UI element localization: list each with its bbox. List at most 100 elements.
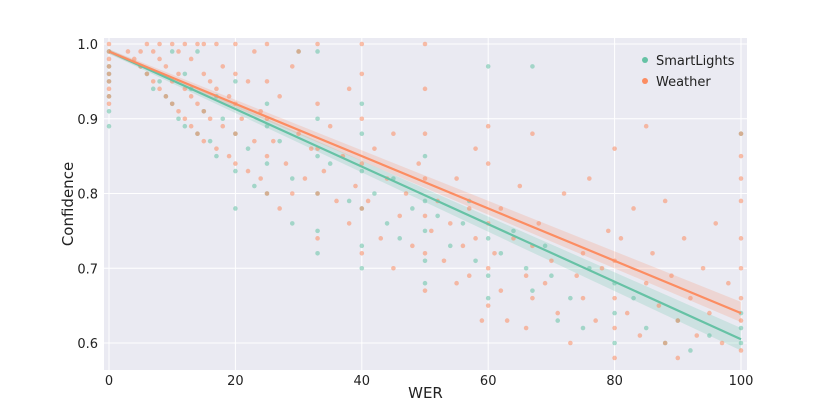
point-weather — [485, 303, 491, 308]
point-weather — [214, 41, 219, 47]
point-smartlights — [530, 288, 535, 293]
point-weather — [207, 79, 213, 84]
point-weather — [549, 258, 554, 264]
point-smartlights — [485, 64, 491, 69]
point-weather — [580, 295, 586, 301]
point-weather — [454, 176, 459, 181]
point-weather — [289, 191, 295, 196]
point-weather — [182, 116, 188, 122]
point-weather — [372, 146, 377, 151]
point-weather — [675, 355, 681, 361]
point-weather — [296, 49, 301, 54]
point-smartlights — [264, 161, 270, 166]
point-weather — [422, 41, 428, 47]
point-weather — [233, 131, 238, 136]
point-weather — [201, 108, 207, 114]
point-smartlights — [485, 295, 491, 301]
point-weather — [157, 86, 162, 92]
point-weather — [321, 168, 327, 174]
point-weather — [106, 79, 112, 84]
point-smartlights — [176, 116, 181, 122]
point-weather — [365, 198, 371, 204]
point-weather — [391, 265, 396, 271]
point-smartlights — [612, 340, 617, 346]
point-smartlights — [214, 153, 219, 159]
point-weather — [669, 273, 674, 279]
point-weather — [201, 138, 207, 144]
point-weather — [681, 236, 687, 241]
point-smartlights — [447, 243, 453, 249]
point-smartlights — [195, 49, 200, 54]
point-weather — [106, 86, 112, 92]
point-weather — [302, 176, 308, 181]
point-smartlights — [182, 123, 188, 129]
point-smartlights — [422, 258, 428, 264]
point-smartlights — [233, 168, 238, 174]
point-weather — [568, 340, 573, 346]
point-weather — [555, 310, 561, 316]
point-weather — [530, 131, 535, 136]
point-smartlights — [530, 64, 535, 69]
point-smartlights — [523, 265, 529, 271]
point-weather — [530, 295, 535, 301]
point-weather — [233, 71, 238, 77]
x-tick-label: 0 — [105, 374, 113, 389]
point-smartlights — [315, 251, 320, 256]
point-weather — [169, 101, 175, 107]
point-smartlights — [485, 236, 491, 241]
point-smartlights — [106, 123, 112, 129]
point-weather — [264, 153, 270, 159]
legend: SmartLights Weather — [642, 54, 735, 90]
point-weather — [738, 176, 744, 181]
point-weather — [207, 116, 213, 122]
x-tick-label: 100 — [729, 374, 754, 389]
point-weather — [466, 206, 472, 211]
x-tick-labels: 0 20 40 60 80 100 — [105, 374, 754, 389]
point-smartlights — [169, 49, 175, 54]
point-weather — [675, 318, 681, 323]
point-weather — [587, 176, 592, 181]
y-tick-label: 0.7 — [77, 262, 98, 277]
point-weather — [258, 176, 263, 181]
point-weather — [605, 228, 611, 234]
point-weather — [618, 236, 624, 241]
point-weather — [359, 206, 365, 211]
point-weather — [220, 64, 226, 69]
point-smartlights — [422, 198, 428, 204]
point-weather — [378, 236, 384, 241]
point-weather — [738, 295, 744, 301]
y-tick-label: 0.9 — [77, 113, 98, 128]
point-weather — [656, 303, 662, 308]
point-weather — [707, 310, 712, 316]
x-tick-label: 80 — [606, 374, 623, 389]
point-weather — [188, 123, 194, 129]
point-weather — [277, 94, 282, 99]
point-smartlights — [555, 318, 561, 323]
point-smartlights — [498, 251, 504, 256]
x-tick-label: 60 — [480, 374, 497, 389]
point-weather — [662, 198, 668, 204]
point-weather — [182, 41, 188, 47]
point-smartlights — [511, 228, 516, 234]
point-weather — [245, 168, 251, 174]
point-smartlights — [568, 295, 573, 301]
point-weather — [454, 280, 459, 286]
point-weather — [359, 41, 365, 47]
legend-label-weather: Weather — [656, 75, 711, 90]
point-weather — [466, 273, 472, 279]
point-smartlights — [233, 79, 238, 84]
point-weather — [163, 64, 169, 69]
point-smartlights — [315, 228, 320, 234]
point-weather — [422, 131, 428, 136]
point-smartlights — [549, 273, 554, 279]
y-tick-label: 0.8 — [77, 188, 98, 203]
point-weather — [315, 236, 320, 241]
point-weather — [517, 183, 523, 189]
point-weather — [612, 295, 617, 301]
point-smartlights — [252, 183, 257, 189]
legend-marker-smartlights — [642, 57, 648, 63]
point-weather — [726, 280, 731, 286]
point-weather — [252, 138, 257, 144]
